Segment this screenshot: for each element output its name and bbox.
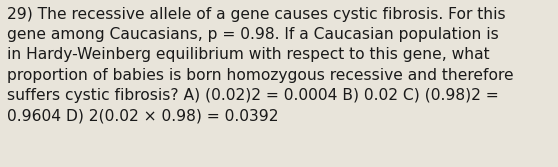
Text: 29) The recessive allele of a gene causes cystic fibrosis. For this
gene among C: 29) The recessive allele of a gene cause… xyxy=(7,7,514,124)
